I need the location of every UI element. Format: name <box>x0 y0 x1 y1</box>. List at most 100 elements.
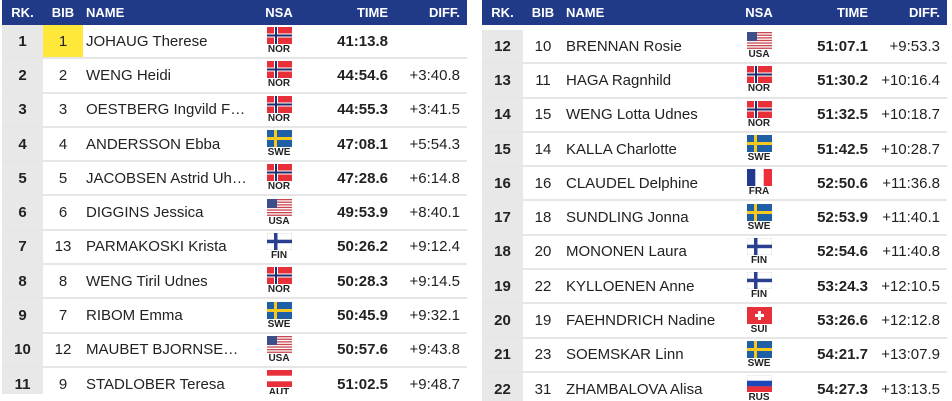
flag-swe-icon <box>746 135 772 153</box>
rank-cell: 15 <box>482 132 523 166</box>
nsa-code: NOR <box>747 117 771 129</box>
header-time[interactable]: TIME <box>836 5 868 20</box>
flag-fra-icon <box>746 169 772 187</box>
athlete-name[interactable]: OESTBERG Ingvild F… <box>86 101 246 119</box>
athlete-name[interactable]: STADLOBER Teresa <box>86 375 225 393</box>
athlete-name[interactable]: JOHAUG Therese <box>86 32 208 50</box>
nsa-cell: SWE <box>734 340 784 369</box>
athlete-name[interactable]: RIBOM Emma <box>86 307 183 325</box>
header-name[interactable]: NAME <box>566 5 605 20</box>
header-diff[interactable]: DIFF. <box>908 5 940 20</box>
athlete-name[interactable]: ANDERSSON Ebba <box>86 135 221 153</box>
rank-cell: 11 <box>2 367 43 394</box>
table-row[interactable]: 2 2 WENG Heidi NOR 44:54.6 +3:40.8 <box>2 59 467 94</box>
athlete-name[interactable]: SUNDLING Jonna <box>566 209 689 227</box>
time-cell: 51:42.5 <box>817 140 868 158</box>
bib-cell: 8 <box>58 272 68 290</box>
flag-swe-icon <box>746 340 772 358</box>
rank-cell: 10 <box>2 333 43 366</box>
athlete-name[interactable]: WENG Lotta Udnes <box>566 106 698 124</box>
time-cell: 52:50.6 <box>817 174 868 192</box>
header-rank[interactable]: RK. <box>491 5 514 20</box>
table-row[interactable]: 10 12 MAUBET BJORNSE… USA 50:57.6 +9:43.… <box>2 333 467 368</box>
athlete-name[interactable]: KYLLOENEN Anne <box>566 277 695 295</box>
bib-cell: 4 <box>58 135 68 153</box>
athlete-name[interactable]: KALLA Charlotte <box>566 140 677 158</box>
table-row[interactable]: 13 11 HAGA Ragnhild NOR 51:30.2 +10:16.4 <box>482 64 947 99</box>
rank-cell: 21 <box>482 338 523 371</box>
table-row[interactable]: 5 5 JACOBSEN Astrid Uh… NOR 47:28.6 +6:1… <box>2 162 467 197</box>
athlete-name[interactable]: ZHAMBALOVA Alisa <box>566 380 703 398</box>
diff-cell: +11:40.8 <box>882 243 940 261</box>
header-rank[interactable]: RK. <box>11 5 34 20</box>
table-row[interactable]: 1 1 JOHAUG Therese NOR 41:13.8 <box>2 25 467 60</box>
table-row[interactable]: 15 14 KALLA Charlotte SWE 51:42.5 +10:28… <box>482 132 947 168</box>
header-bib[interactable]: BIB <box>51 5 75 20</box>
table-row[interactable]: 20 19 FAEHNDRICH Nadine SUI 53:26.6 +12:… <box>482 304 947 339</box>
diff-cell: +11:40.1 <box>882 209 940 227</box>
bib-cell: 19 <box>534 312 552 330</box>
diff-cell: +9:53.3 <box>889 37 940 55</box>
table-row[interactable]: 6 6 DIGGINS Jessica USA 49:53.9 +8:40.1 <box>2 196 467 231</box>
athlete-name[interactable]: MONONEN Laura <box>566 243 687 261</box>
table-row[interactable]: 21 23 SOEMSKAR Linn SWE 54:21.7 +13:07.9 <box>482 338 947 373</box>
nsa-cell: USA <box>254 198 304 227</box>
athlete-name[interactable]: WENG Heidi <box>86 66 172 84</box>
time-cell: 52:53.9 <box>817 209 868 227</box>
header-name[interactable]: NAME <box>86 5 125 20</box>
flag-nor-icon <box>266 267 292 285</box>
nsa-cell: AUT <box>254 370 304 394</box>
athlete-name[interactable]: FAEHNDRICH Nadine <box>566 312 716 330</box>
nsa-cell: FIN <box>734 237 784 266</box>
table-row[interactable]: 19 22 KYLLOENEN Anne FIN 53:24.3 +12:10.… <box>482 270 947 305</box>
athlete-name[interactable]: CLAUDEL Delphine <box>566 174 699 192</box>
header-time[interactable]: TIME <box>356 5 388 20</box>
athlete-name[interactable]: JACOBSEN Astrid Uh… <box>86 169 247 187</box>
table-row[interactable]: 4 4 ANDERSSON Ebba SWE 47:08.1 +5:54.3 <box>2 127 467 163</box>
nsa-cell: USA <box>734 32 784 60</box>
nsa-code: RUS <box>748 392 770 401</box>
table-row[interactable]: 3 3 OESTBERG Ingvild F… NOR 44:55.3 +3:4… <box>2 93 467 128</box>
header-bib[interactable]: BIB <box>531 5 555 20</box>
header-nsa[interactable]: NSA <box>745 5 773 20</box>
flag-swe-icon <box>746 203 772 221</box>
athlete-name[interactable]: WENG Tiril Udnes <box>86 272 208 290</box>
flag-rus-icon <box>746 375 772 393</box>
table-row[interactable]: 12 10 BRENNAN Rosie USA 51:07.1 +9:53.3 <box>482 30 947 65</box>
athlete-name[interactable]: PARMAKOSKI Krista <box>86 238 227 256</box>
header-nsa[interactable]: NSA <box>265 5 293 20</box>
diff-cell: +8:40.1 <box>409 204 460 222</box>
table-row[interactable]: 8 8 WENG Tiril Udnes NOR 50:28.3 +9:14.5 <box>2 265 467 300</box>
bib-cell: 1 <box>43 25 83 58</box>
time-cell: 53:26.6 <box>817 312 868 330</box>
table-row[interactable]: 22 31 ZHAMBALOVA Alisa RUS 54:27.3 +13:1… <box>482 372 947 401</box>
nsa-cell: FIN <box>254 232 304 261</box>
nsa-cell: USA <box>254 335 304 364</box>
athlete-name[interactable]: HAGA Ragnhild <box>566 71 672 89</box>
table-row[interactable]: 14 15 WENG Lotta Udnes NOR 51:32.5 +10:1… <box>482 98 947 133</box>
athlete-name[interactable]: MAUBET BJORNSE… <box>86 341 239 359</box>
rank-cell: 19 <box>482 270 523 303</box>
table-row[interactable]: 11 9 STADLOBER Teresa AUT 51:02.5 +9:48.… <box>2 367 467 394</box>
athlete-name[interactable]: SOEMSKAR Linn <box>566 346 684 364</box>
flag-sui-icon <box>746 306 772 324</box>
time-cell: 44:55.3 <box>337 101 388 119</box>
rank-cell: 4 <box>2 127 43 161</box>
athlete-name[interactable]: BRENNAN Rosie <box>566 37 682 55</box>
time-cell: 49:53.9 <box>337 204 388 222</box>
table-row[interactable]: 7 13 PARMAKOSKI Krista FIN 50:26.2 +9:12… <box>2 230 467 266</box>
table-row[interactable]: 9 7 RIBOM Emma SWE 50:45.9 +9:32.1 <box>2 299 467 334</box>
diff-cell: +12:12.8 <box>881 312 940 330</box>
nsa-cell: SUI <box>734 306 784 335</box>
table-row[interactable]: 16 16 CLAUDEL Delphine FRA 52:50.6 +11:3… <box>482 167 947 202</box>
flag-nor-icon <box>266 95 292 113</box>
diff-cell: +9:48.7 <box>409 375 460 393</box>
table-row[interactable]: 17 18 SUNDLING Jonna SWE 52:53.9 +11:40.… <box>482 201 947 236</box>
bib-cell: 23 <box>534 346 552 364</box>
rank-cell: 2 <box>2 59 43 92</box>
header-diff[interactable]: DIFF. <box>428 5 460 20</box>
rank-cell: 22 <box>482 372 523 401</box>
athlete-name[interactable]: DIGGINS Jessica <box>86 204 204 222</box>
table-row[interactable]: 18 20 MONONEN Laura FIN 52:54.6 +11:40.8 <box>482 235 947 271</box>
bib-cell: 15 <box>534 106 552 124</box>
